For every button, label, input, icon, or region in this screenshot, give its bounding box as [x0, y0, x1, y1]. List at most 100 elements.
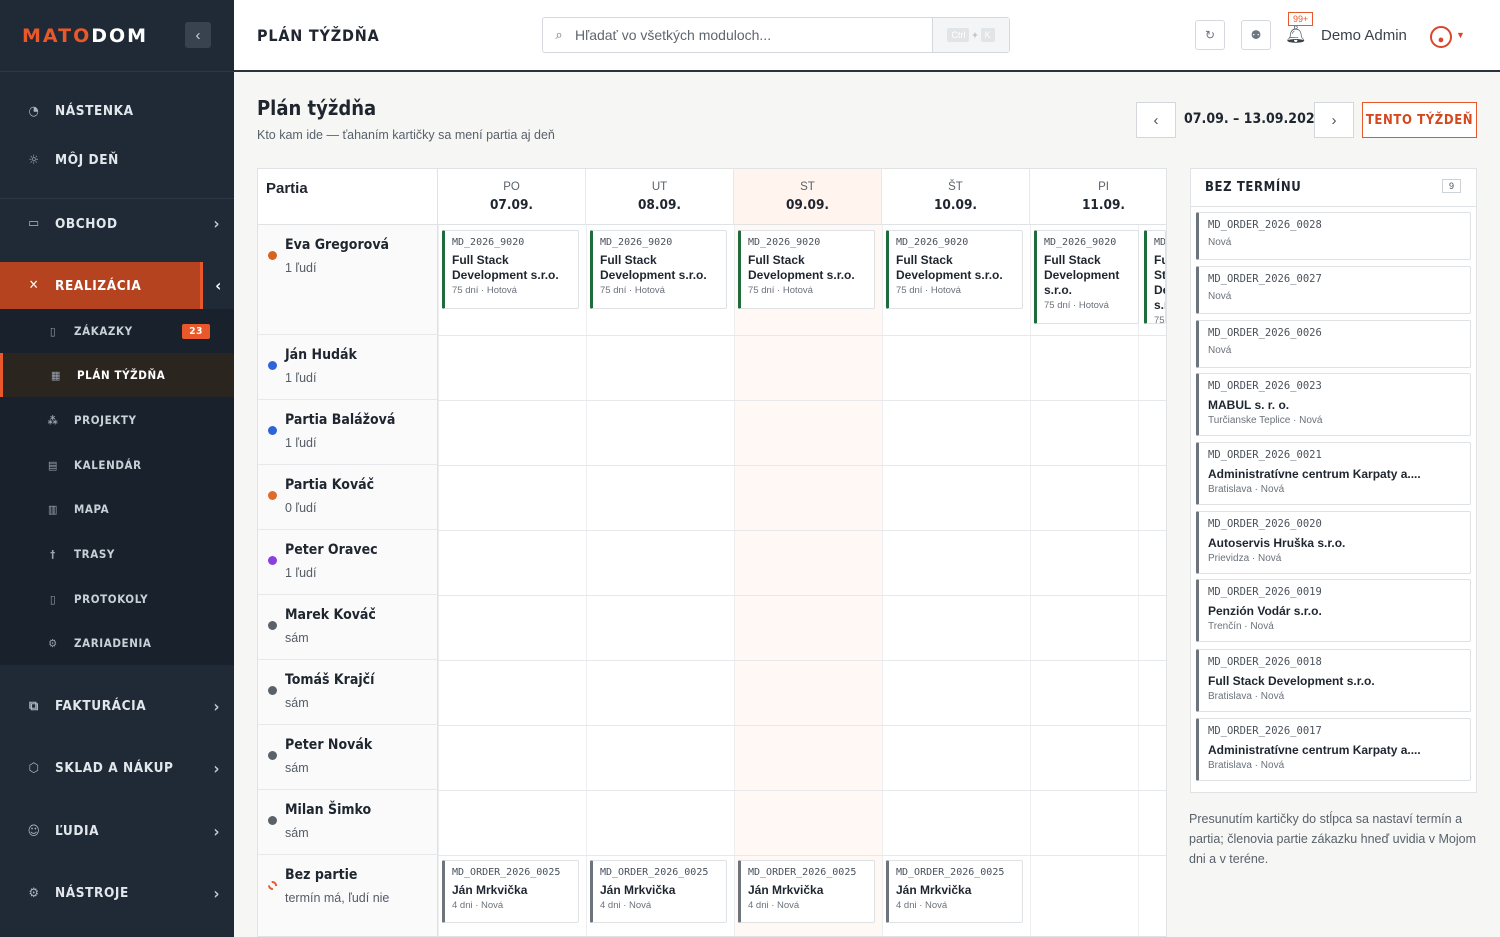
day-date: 09.09.	[785, 197, 830, 213]
row-divider	[438, 725, 1166, 726]
unscheduled-card[interactable]: MD_ORDER_2026_0023 MABUL s. r. o. Turčians…	[1196, 373, 1471, 436]
chevron-right-icon: ›	[1331, 111, 1337, 129]
prev-week-button[interactable]: ‹	[1136, 102, 1176, 138]
nav-item-sklad[interactable]: ⬡ SKLAD A NÁKUP ›	[0, 744, 234, 792]
partia-row-label: Bez partie termín má, ľudí nie	[258, 855, 438, 936]
page-title: Plán týždňa	[257, 96, 377, 120]
search-input[interactable]: ⌕ Hľadať vo všetkých moduloch... Ctrl + K	[542, 17, 1010, 53]
bell-icon[interactable]: 🔔︎	[1285, 25, 1307, 44]
order-id: MD_ORDER_2026_0025	[748, 867, 857, 878]
nav-item-realizacia[interactable]: ✕ REALIZÁCIA ‹	[0, 262, 234, 309]
nav-item-nastenka[interactable]: ◔ NÁSTENKA	[0, 88, 234, 134]
nav-item-moj-den[interactable]: ☼ MÔJ DEŇ	[0, 137, 234, 183]
order-id: MD_ORDER_2026_0020	[1208, 518, 1322, 530]
order-card[interactable]: MD_ORDER_2026_0025 Ján Mrkvička 4 dni · No…	[590, 860, 727, 923]
order-meta: Nová	[1208, 237, 1232, 248]
partia-members-count: sám	[285, 761, 309, 775]
partia-name[interactable]: Bez partie	[285, 867, 358, 883]
next-week-button[interactable]: ›	[1314, 102, 1354, 138]
partia-color-dot	[268, 491, 277, 500]
unscheduled-card[interactable]: MD_ORDER_2026_0017 Administratívne centru…	[1196, 718, 1471, 781]
cog-icon: ⚙	[48, 636, 58, 650]
sidebar-collapse-button[interactable]: ‹	[185, 22, 211, 48]
order-card[interactable]: MD_2026_9020 Full Stack Development s.r.o…	[738, 230, 875, 309]
map-icon: ▥	[48, 502, 58, 516]
partia-name[interactable]: Partia Balážová	[285, 412, 396, 428]
order-id: MD_ORDER_2026_0018	[1208, 656, 1322, 668]
chevron-left-icon[interactable]: ‹	[200, 262, 234, 309]
nav-label: TRASY	[74, 547, 115, 561]
sidebar-item-kalendar[interactable]: ▤ KALENDÁR	[0, 443, 234, 487]
nav-item-fakturacia[interactable]: ⧉ FAKTURÁCIA ›	[0, 682, 234, 730]
this-week-button[interactable]: TENTO TÝŽDEŇ	[1362, 102, 1477, 138]
order-meta: Bratislava · Nová	[1208, 484, 1285, 495]
order-card[interactable]: MD_2026_9020 Full Stack Development s.r.o…	[590, 230, 727, 309]
order-card[interactable]: MD_ORDER_2026_0025 Ján Mrkvička 4 dni · No…	[886, 860, 1023, 923]
sidebar-item-trasy[interactable]: † TRASY	[0, 532, 234, 576]
order-meta: 75 dní · Hotová	[1154, 315, 1165, 324]
sidebar-item-projekty[interactable]: ⁂ PROJEKTY	[0, 398, 234, 442]
partia-name[interactable]: Milan Šimko	[285, 802, 372, 818]
sidebar-item-plan-tyzdna[interactable]: ▦ PLÁN TÝŽDŇA	[0, 353, 234, 397]
partia-row-label: Partia Kováč 0 ľudí	[258, 465, 438, 530]
partia-name[interactable]: Marek Kováč	[285, 607, 376, 623]
order-id: MD_2026_9020	[748, 237, 821, 248]
bug-button[interactable]: ⚉	[1241, 20, 1271, 50]
partia-name[interactable]: Ján Hudák	[285, 347, 357, 363]
logo-part-a: MATO	[22, 24, 92, 47]
nav-item-obchod[interactable]: ▭ OBCHOD ›	[0, 198, 234, 248]
sidebar-item-protokoly[interactable]: ▯ PROTOKOLY	[0, 577, 234, 621]
row-divider	[438, 400, 1166, 401]
sidebar-item-zariadenia[interactable]: ⚙ ZARIADENIA	[0, 621, 234, 665]
unscheduled-card[interactable]: MD_ORDER_2026_0019 Penzión Vodár s.r.o. Tr…	[1196, 579, 1471, 642]
unscheduled-card[interactable]: MD_ORDER_2026_0021 Administratívne centru…	[1196, 442, 1471, 505]
day-date: 11.09.	[1081, 197, 1126, 213]
day-header-4: PI 11.09.	[1030, 169, 1166, 225]
user-name[interactable]: Demo Admin	[1321, 27, 1407, 44]
order-card[interactable]: MD_ORDER_2026_0025 Ján Mrkvička 4 dni · No…	[442, 860, 579, 923]
order-meta: 4 dni · Nová	[452, 900, 504, 911]
partia-row-label: Milan Šimko sám	[258, 790, 438, 855]
order-id: MD_ORDER_2026_0028	[1208, 219, 1322, 231]
unscheduled-card[interactable]: MD_ORDER_2026_0028 Nová	[1196, 212, 1471, 260]
partia-name[interactable]: Eva Gregorová	[285, 237, 390, 253]
partia-name[interactable]: Peter Novák	[285, 737, 373, 753]
order-card[interactable]: MD_2026_9020 Full Stack Development s.r.o…	[442, 230, 579, 309]
unscheduled-card[interactable]: MD_ORDER_2026_0020 Autoservis Hruška s.r.…	[1196, 511, 1471, 574]
partia-row-label: Peter Oravec 1 ľudí	[258, 530, 438, 595]
chevron-right-icon: ›	[213, 883, 220, 903]
nav-item-ludia[interactable]: ☺ ĽUDIA ›	[0, 807, 234, 855]
search-icon: ⌕	[555, 27, 563, 42]
order-card[interactable]: MD_2026_9020 Full Stack Development s.r.o…	[886, 230, 1023, 309]
caret-down-icon[interactable]: ▼	[1456, 30, 1465, 40]
order-client: Autoservis Hruška s.r.o.	[1208, 536, 1346, 550]
unscheduled-card[interactable]: MD_ORDER_2026_0018 Full Stack Development…	[1196, 649, 1471, 712]
chevron-right-icon: ›	[213, 214, 220, 233]
users-icon: ☺	[27, 823, 41, 839]
sidebar-item-zakazky[interactable]: ▯ ZÁKAZKY 23	[0, 309, 234, 353]
order-id: MD_2026_9020	[1154, 237, 1166, 248]
unscheduled-card[interactable]: MD_ORDER_2026_0026 Nová	[1196, 320, 1471, 368]
day-name: ST	[800, 181, 815, 193]
avatar[interactable]: ●	[1430, 26, 1452, 48]
partia-name[interactable]: Peter Oravec	[285, 542, 378, 558]
column-divider	[882, 225, 883, 936]
calendar-week-icon: ▦	[51, 368, 61, 382]
order-client: Full Stack Development s.r.o.	[600, 253, 707, 282]
partia-members-count: termín má, ľudí nie	[285, 891, 390, 905]
order-card[interactable]: MD_2026_9020 Full Stack Development s.r.o…	[1144, 230, 1166, 324]
nav-item-nastroje[interactable]: ⚙ NÁSTROJE ›	[0, 869, 234, 917]
unscheduled-card[interactable]: MD_ORDER_2026_0027 Nová	[1196, 266, 1471, 314]
order-card[interactable]: MD_ORDER_2026_0025 Ján Mrkvička 4 dni · No…	[738, 860, 875, 923]
partia-name[interactable]: Tomáš Krajčí	[285, 672, 375, 688]
partia-color-dot	[268, 556, 277, 565]
order-card[interactable]: MD_2026_9020 Full Stack Development s.r.o…	[1034, 230, 1139, 324]
today-column-highlight	[735, 225, 883, 936]
chevron-left-icon: ‹	[1153, 111, 1159, 129]
logo[interactable]: MATODOM	[22, 25, 148, 47]
refresh-button[interactable]: ↻	[1195, 20, 1225, 50]
sidebar-item-mapa[interactable]: ▥ MAPA	[0, 487, 234, 531]
partia-name[interactable]: Partia Kováč	[285, 477, 375, 493]
briefcase-icon: ▭	[28, 216, 40, 231]
day-name: PI	[1098, 181, 1109, 193]
